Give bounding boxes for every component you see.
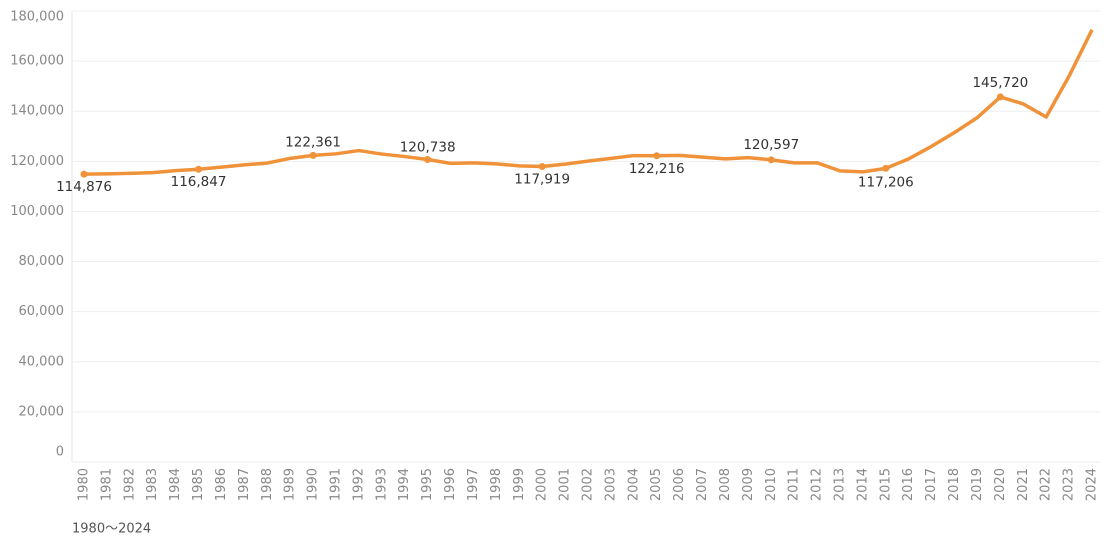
x-tick-label: 2014	[855, 468, 870, 501]
x-tick-label: 1994	[397, 468, 412, 501]
y-tick-label: 160,000	[10, 54, 64, 69]
x-tick-label: 1987	[237, 468, 252, 501]
x-tick-label: 2006	[672, 468, 687, 501]
x-tick-label: 1981	[99, 468, 114, 501]
x-tick-label: 1986	[214, 468, 229, 501]
y-tick-label: 60,000	[19, 304, 65, 319]
data-label: 122,361	[285, 134, 341, 150]
point	[80, 170, 88, 178]
data-label: 117,206	[858, 174, 914, 190]
x-tick-label: 2016	[901, 468, 916, 501]
x-tick-label: 2020	[993, 468, 1008, 501]
point	[424, 155, 432, 163]
y-tick-label: 80,000	[19, 254, 65, 269]
point	[653, 152, 661, 160]
x-tick-label: 1993	[374, 468, 389, 501]
data-label: 122,216	[629, 161, 685, 177]
x-tick-label: 2021	[1016, 468, 1031, 501]
x-tick-label: 2004	[626, 468, 641, 501]
x-tick-label: 2012	[810, 468, 825, 501]
x-tick-label: 1991	[329, 468, 344, 501]
x-tick-label: 1980	[77, 468, 92, 501]
line	[83, 29, 1094, 176]
x-tick-label: 2000	[535, 468, 550, 501]
y-tick-label: 0	[56, 445, 64, 460]
data-label: 114,876	[56, 179, 112, 195]
point	[309, 151, 317, 159]
x-tick-label: 1996	[443, 468, 458, 501]
x-tick-label: 1983	[145, 468, 160, 501]
x-tick-label: 1992	[351, 468, 366, 501]
y-tick-label: 100,000	[10, 204, 64, 219]
x-tick-label: 2013	[833, 468, 848, 501]
data-label: 120,597	[743, 137, 799, 153]
point	[538, 163, 546, 171]
x-tick-label: 1990	[306, 468, 321, 501]
x-tick-label: 2011	[787, 468, 802, 501]
y-tick-label: 40,000	[19, 354, 65, 369]
point	[882, 164, 890, 172]
data-label: 117,919	[514, 172, 570, 188]
x-tick-label: 2010	[764, 468, 779, 501]
y-tick-label: 120,000	[10, 154, 64, 169]
x-tick-label: 1988	[260, 468, 275, 501]
caption: 1980～2024	[72, 522, 151, 537]
y-tick-label: 20,000	[19, 404, 65, 419]
x-tick-label: 1989	[283, 468, 298, 501]
data-label: 120,738	[400, 139, 456, 155]
x-tick-label: 2001	[558, 468, 573, 501]
x-tick-label: 1995	[420, 468, 435, 501]
x-tick-label: 2019	[970, 468, 985, 501]
x-tick-label: 2009	[741, 468, 756, 501]
data-label: 116,847	[171, 174, 227, 190]
data-label: 145,720	[972, 75, 1028, 91]
point	[195, 165, 203, 173]
x-tick-label: 1985	[191, 468, 206, 501]
x-tick-label: 2002	[581, 468, 596, 501]
x-tick-label: 2017	[924, 468, 939, 501]
x-tick-label: 1997	[466, 468, 481, 501]
x-tick-label: 2008	[718, 468, 733, 501]
x-tick-label: 1999	[512, 468, 527, 501]
x-tick-label: 2024	[1085, 468, 1100, 501]
x-tick-label: 1982	[122, 468, 137, 501]
x-tick-label: 1998	[489, 468, 504, 501]
point	[996, 93, 1004, 101]
x-tick-label: 2007	[695, 468, 710, 501]
y-tick-label: 180,000	[10, 10, 64, 25]
x-tick-label: 2003	[603, 468, 618, 501]
x-tick-label: 2023	[1062, 468, 1077, 501]
x-tick-label: 2015	[878, 468, 893, 501]
y-tick-label: 140,000	[10, 104, 64, 119]
x-tick-label: 2022	[1039, 468, 1054, 501]
x-tick-label: 2005	[649, 468, 664, 501]
x-tick-label: 1984	[168, 468, 183, 501]
point	[767, 156, 775, 164]
x-tick-label: 2018	[947, 468, 962, 501]
